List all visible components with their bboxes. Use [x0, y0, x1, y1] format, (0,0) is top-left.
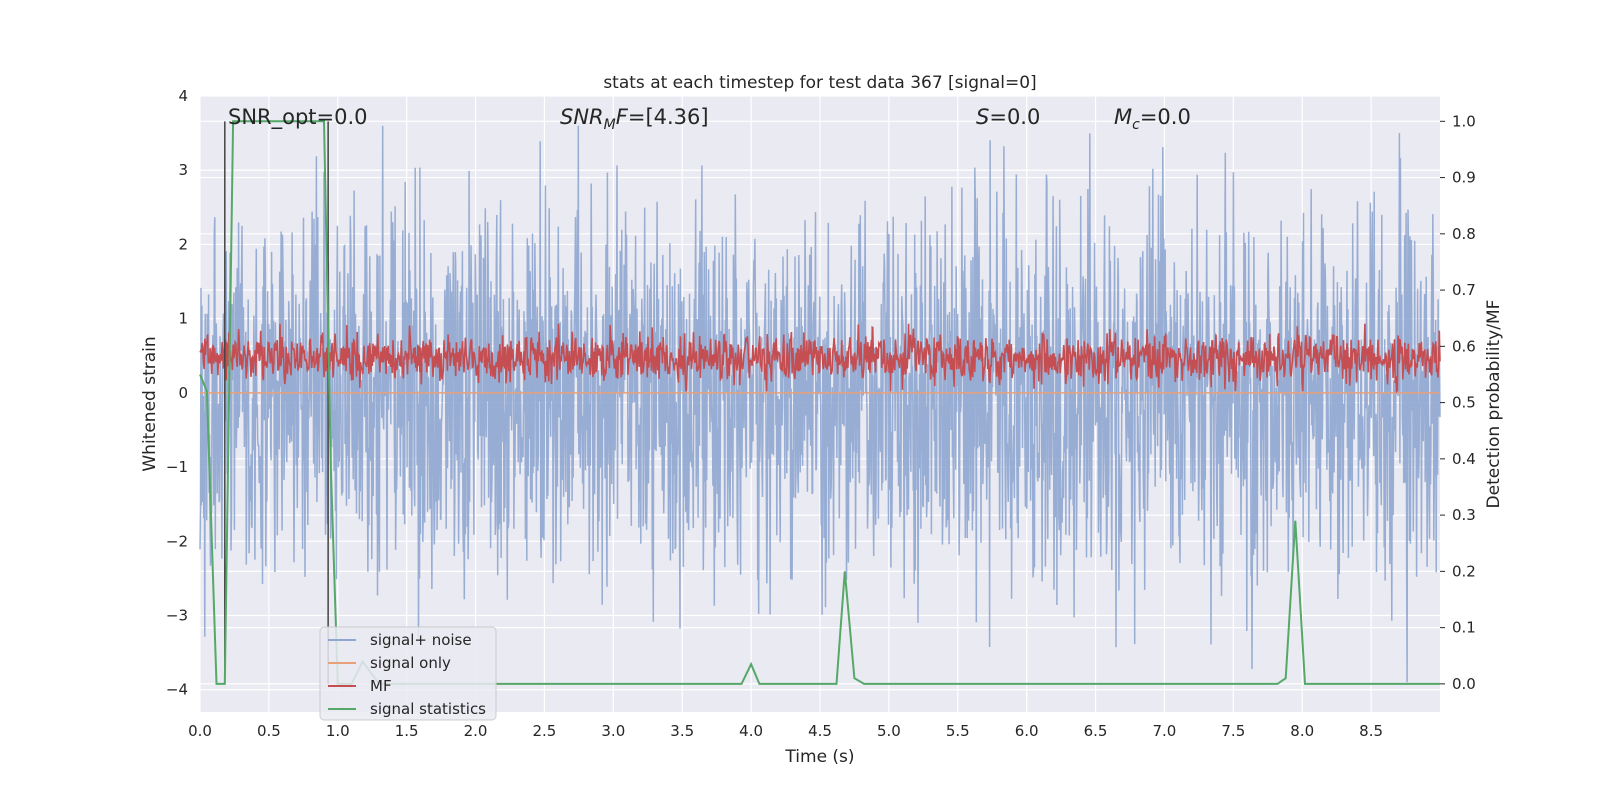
- y-tick-label-left-1: −3: [166, 607, 188, 625]
- x-tick-label-3: 1.5: [395, 722, 419, 740]
- series-signal-statistics: [199, 120, 1440, 685]
- x-tick-label-15: 7.5: [1221, 722, 1245, 740]
- series-layer: [199, 120, 1441, 685]
- y-tick-label-right-9: 0.9: [1452, 169, 1476, 187]
- x-tick-label-13: 6.5: [1084, 722, 1108, 740]
- y-axis-label-left: Whitened strain: [140, 336, 160, 471]
- x-tick-label-10: 5.0: [877, 722, 901, 740]
- y-tick-label-right-6: 0.6: [1452, 337, 1476, 355]
- y-tick-label-left-4: 0: [178, 384, 188, 402]
- y-tick-label-left-8: 4: [178, 87, 188, 105]
- y-tick-label-left-2: −2: [166, 532, 188, 550]
- annotation-s: S=0.0: [976, 105, 1040, 129]
- series-mf: [199, 323, 1441, 394]
- x-tick-label-12: 6.0: [1015, 722, 1039, 740]
- x-tick-label-16: 8.0: [1290, 722, 1314, 740]
- y-tick-label-right-3: 0.3: [1452, 506, 1476, 524]
- y-tick-label-right-2: 0.2: [1452, 562, 1476, 580]
- annotation-snr-mf: SNRMF=[4.36]: [560, 105, 709, 133]
- legend-label-signal-only: signal only: [370, 654, 451, 672]
- x-tick-label-7: 3.5: [670, 722, 694, 740]
- legend: signal+ noise signal only MF signal stat…: [319, 626, 497, 721]
- x-tick-label-9: 4.5: [808, 722, 832, 740]
- annotation-s-value: =0.0: [989, 105, 1040, 129]
- y-tick-label-right-10: 1.0: [1452, 112, 1476, 130]
- x-tick-label-17: 8.5: [1359, 722, 1383, 740]
- x-ticks: 0.0 0.5 1.0 1.5 2.0 2.5 3.0 3.5 4.0 4.5 5.0 5.5 6.0 6…: [188, 722, 1383, 740]
- y-ticks-right: 0.0 0.1 0.2 0.3 0.4 0.5 0.6 0.7 0.8 0.9 1.0: [1440, 112, 1476, 693]
- y-tick-label-right-5: 0.5: [1452, 394, 1476, 412]
- y-ticks-left: −4 −3 −2 −1 0 1 2 3 4: [166, 87, 188, 699]
- x-tick-label-8: 4.0: [739, 722, 763, 740]
- annotation-snr-mf-value: [4.36]: [645, 105, 708, 129]
- series-signal-noise: [199, 125, 1441, 683]
- x-tick-label-1: 0.5: [257, 722, 281, 740]
- x-tick-label-4: 2.0: [464, 722, 488, 740]
- y-tick-label-left-5: 1: [178, 310, 188, 328]
- x-tick-label-11: 5.5: [946, 722, 970, 740]
- x-tick-label-14: 7.0: [1153, 722, 1177, 740]
- x-tick-label-5: 2.5: [533, 722, 557, 740]
- y-tick-label-right-4: 0.4: [1452, 450, 1476, 468]
- chart-title: stats at each timestep for test data 367…: [603, 73, 1036, 93]
- x-tick-label-0: 0.0: [188, 722, 212, 740]
- y-tick-label-right-7: 0.7: [1452, 281, 1476, 299]
- legend-label-mf: MF: [370, 677, 392, 695]
- annotation-mc: Mc=0.0: [1114, 105, 1191, 133]
- legend-box: [319, 626, 497, 721]
- y-tick-label-left-3: −1: [166, 458, 188, 476]
- legend-label-signal-noise: signal+ noise: [370, 631, 472, 649]
- x-axis-label: Time (s): [784, 747, 854, 767]
- y-tick-label-right-0: 0.0: [1452, 675, 1476, 693]
- y-tick-label-right-1: 0.1: [1452, 619, 1476, 637]
- x-tick-label-2: 1.0: [326, 722, 350, 740]
- y-tick-label-right-8: 0.8: [1452, 225, 1476, 243]
- annotation-mc-value: =0.0: [1140, 105, 1191, 129]
- y-tick-label-left-6: 2: [178, 235, 188, 253]
- y-tick-label-left-7: 3: [178, 161, 188, 179]
- y-tick-label-left-0: −4: [166, 681, 188, 699]
- x-tick-label-6: 3.0: [601, 722, 625, 740]
- y-axis-label-right: Detection probability/MF: [1484, 300, 1504, 509]
- annotation-snr-opt: SNR_opt=0.0: [228, 105, 368, 130]
- legend-label-signal-statistics: signal statistics: [370, 700, 486, 718]
